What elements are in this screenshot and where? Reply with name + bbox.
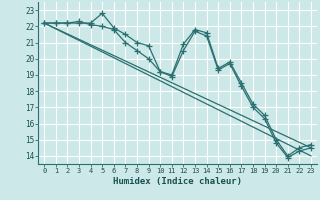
X-axis label: Humidex (Indice chaleur): Humidex (Indice chaleur) [113, 177, 242, 186]
